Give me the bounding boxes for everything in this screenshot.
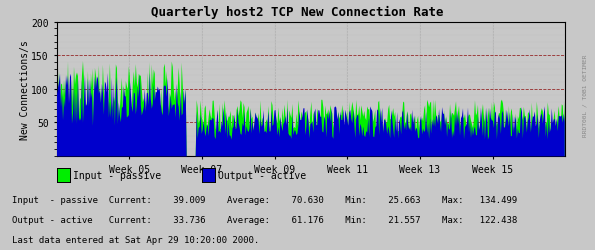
- Y-axis label: New Connections/s: New Connections/s: [20, 40, 30, 139]
- Text: Input - passive: Input - passive: [73, 171, 161, 180]
- Text: Last data entered at Sat Apr 29 10:20:00 2000.: Last data entered at Sat Apr 29 10:20:00…: [12, 236, 259, 244]
- Text: Quarterly host2 TCP New Connection Rate: Quarterly host2 TCP New Connection Rate: [151, 6, 444, 19]
- Text: Output - active: Output - active: [218, 171, 306, 180]
- Text: Output - active   Current:    33.736    Average:    61.176    Min:    21.557    : Output - active Current: 33.736 Average:…: [12, 216, 517, 224]
- Text: Input  - passive  Current:    39.009    Average:    70.630    Min:    25.663    : Input - passive Current: 39.009 Average:…: [12, 196, 517, 204]
- Text: RRDT00L / T0B1 OETIMER: RRDT00L / T0B1 OETIMER: [583, 54, 588, 136]
